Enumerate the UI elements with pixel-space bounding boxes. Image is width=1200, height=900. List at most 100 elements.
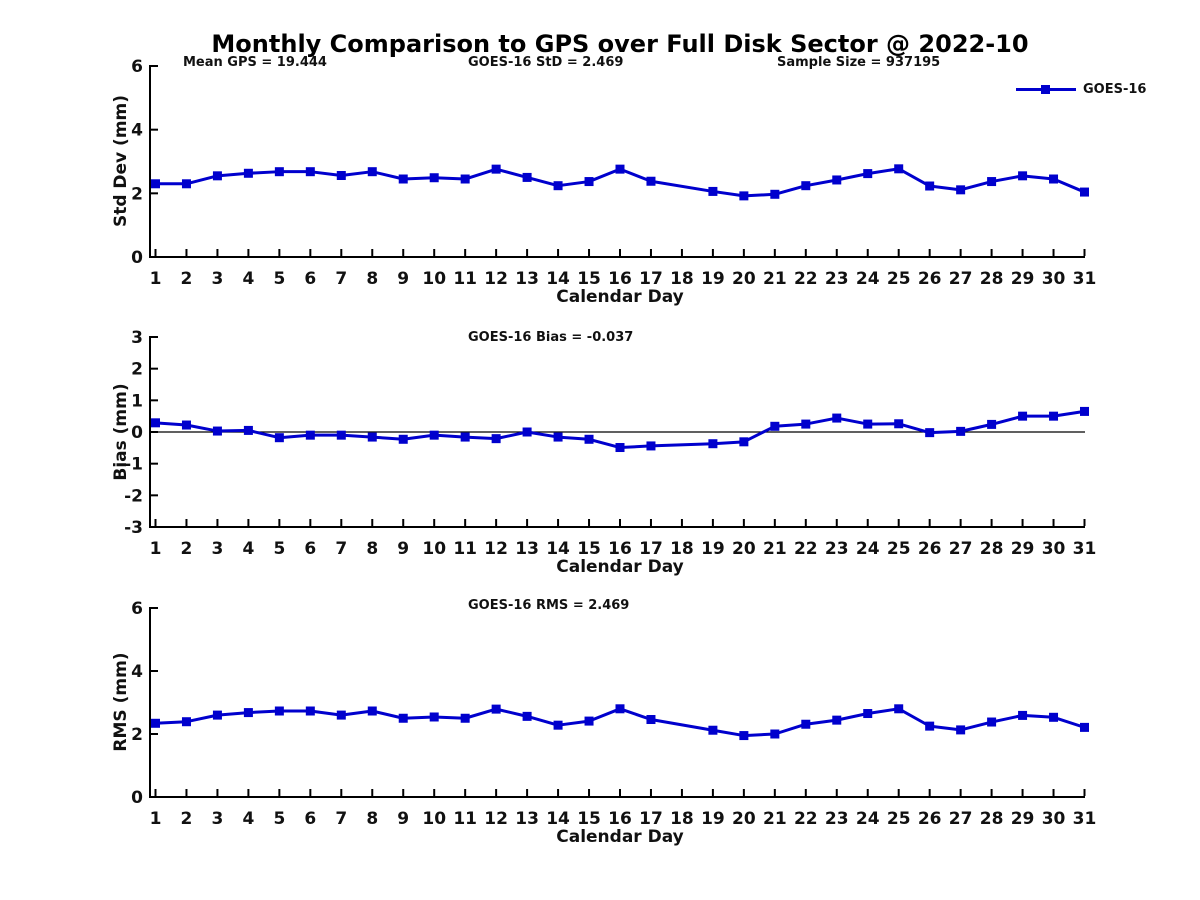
data-marker xyxy=(863,169,873,179)
data-marker xyxy=(1018,171,1028,181)
x-tick-label: 20 xyxy=(732,809,756,829)
data-marker xyxy=(243,168,253,178)
data-marker xyxy=(553,181,563,191)
x-tick-label: 9 xyxy=(397,269,409,289)
x-tick-label: 29 xyxy=(1011,539,1035,559)
x-tick-label: 11 xyxy=(453,809,477,829)
data-marker xyxy=(243,708,253,718)
annotation-sample-size: Sample Size = 937195 xyxy=(777,55,941,70)
x-tick-label: 9 xyxy=(397,809,409,829)
y-tick-label: 2 xyxy=(131,360,143,380)
x-tick-label: 4 xyxy=(242,539,254,559)
x-tick-label: 24 xyxy=(856,269,880,289)
x-tick-label: 29 xyxy=(1011,809,1035,829)
x-tick-label: 22 xyxy=(794,269,818,289)
x-tick-label: 7 xyxy=(335,269,347,289)
data-line-stddev xyxy=(155,167,1086,198)
x-tick-label: 19 xyxy=(701,809,725,829)
x-tick-label: 23 xyxy=(825,269,849,289)
x-tick-label: 21 xyxy=(763,809,787,829)
x-tick-label: 3 xyxy=(212,539,224,559)
data-marker xyxy=(274,433,284,443)
x-tick-label: 4 xyxy=(242,809,254,829)
x-tick-label: 19 xyxy=(701,269,725,289)
annotation-goes16-rms: GOES-16 RMS = 2.469 xyxy=(468,598,630,613)
data-marker xyxy=(863,709,873,719)
data-marker xyxy=(584,434,594,444)
data-marker xyxy=(274,167,284,177)
x-tick-label: 14 xyxy=(546,809,570,829)
data-marker xyxy=(801,181,811,191)
data-marker xyxy=(1018,710,1028,720)
data-marker xyxy=(460,174,470,184)
data-marker xyxy=(584,177,594,187)
data-marker xyxy=(987,419,997,429)
data-marker xyxy=(460,713,470,723)
xlabel-bias: Calendar Day xyxy=(556,557,684,577)
annotation-mean-gps: Mean GPS = 19.444 xyxy=(183,55,327,70)
data-marker xyxy=(987,717,997,727)
data-marker xyxy=(1049,174,1059,184)
xlabel-rms: Calendar Day xyxy=(556,827,684,847)
data-marker xyxy=(398,434,408,444)
x-tick-label: 14 xyxy=(546,269,570,289)
x-tick-label: 7 xyxy=(335,809,347,829)
data-marker xyxy=(522,172,532,182)
data-marker xyxy=(553,720,563,730)
x-tick-label: 24 xyxy=(856,539,880,559)
x-tick-label: 26 xyxy=(918,269,942,289)
x-tick-label: 19 xyxy=(701,539,725,559)
x-tick-label: 6 xyxy=(304,539,316,559)
x-tick-label: 13 xyxy=(515,809,539,829)
x-tick-label: 25 xyxy=(887,539,911,559)
data-marker xyxy=(429,430,439,440)
x-tick-label: 24 xyxy=(856,809,880,829)
data-marker xyxy=(956,426,966,436)
data-marker xyxy=(925,181,935,191)
data-marker xyxy=(367,432,377,442)
data-marker xyxy=(212,426,222,436)
x-tick-label: 11 xyxy=(453,269,477,289)
data-marker xyxy=(770,189,780,199)
x-tick-label: 16 xyxy=(608,539,632,559)
data-marker xyxy=(925,721,935,731)
y-tick-label: 4 xyxy=(131,121,143,141)
x-tick-label: 6 xyxy=(304,809,316,829)
data-marker xyxy=(243,425,253,435)
annotation-goes16-std: GOES-16 StD = 2.469 xyxy=(468,55,624,70)
data-marker xyxy=(584,716,594,726)
y-tick-label: 0 xyxy=(131,788,143,808)
data-marker xyxy=(708,725,718,735)
data-marker xyxy=(739,437,749,447)
x-tick-label: 1 xyxy=(150,269,162,289)
x-tick-label: 20 xyxy=(732,539,756,559)
x-tick-label: 27 xyxy=(949,539,973,559)
data-marker xyxy=(956,725,966,735)
data-marker xyxy=(801,419,811,429)
data-marker xyxy=(429,712,439,722)
data-marker xyxy=(739,191,749,201)
x-tick-label: 20 xyxy=(732,269,756,289)
x-tick-label: 21 xyxy=(763,539,787,559)
annotation-goes16-bias: GOES-16 Bias = -0.037 xyxy=(468,330,634,345)
x-tick-label: 18 xyxy=(670,269,694,289)
x-tick-label: 26 xyxy=(918,809,942,829)
y-tick-label: 0 xyxy=(131,423,143,443)
data-marker xyxy=(491,704,501,714)
x-tick-label: 30 xyxy=(1042,269,1066,289)
data-marker xyxy=(367,706,377,716)
data-marker xyxy=(460,432,470,442)
x-tick-label: 31 xyxy=(1073,269,1097,289)
data-marker xyxy=(491,164,501,174)
x-tick-label: 30 xyxy=(1042,539,1066,559)
x-tick-label: 2 xyxy=(181,809,193,829)
x-tick-label: 26 xyxy=(918,539,942,559)
data-marker xyxy=(615,443,625,453)
data-marker xyxy=(832,175,842,185)
x-tick-label: 2 xyxy=(181,269,193,289)
legend: GOES-16 xyxy=(1016,80,1146,98)
x-tick-label: 25 xyxy=(887,269,911,289)
data-marker xyxy=(336,430,346,440)
